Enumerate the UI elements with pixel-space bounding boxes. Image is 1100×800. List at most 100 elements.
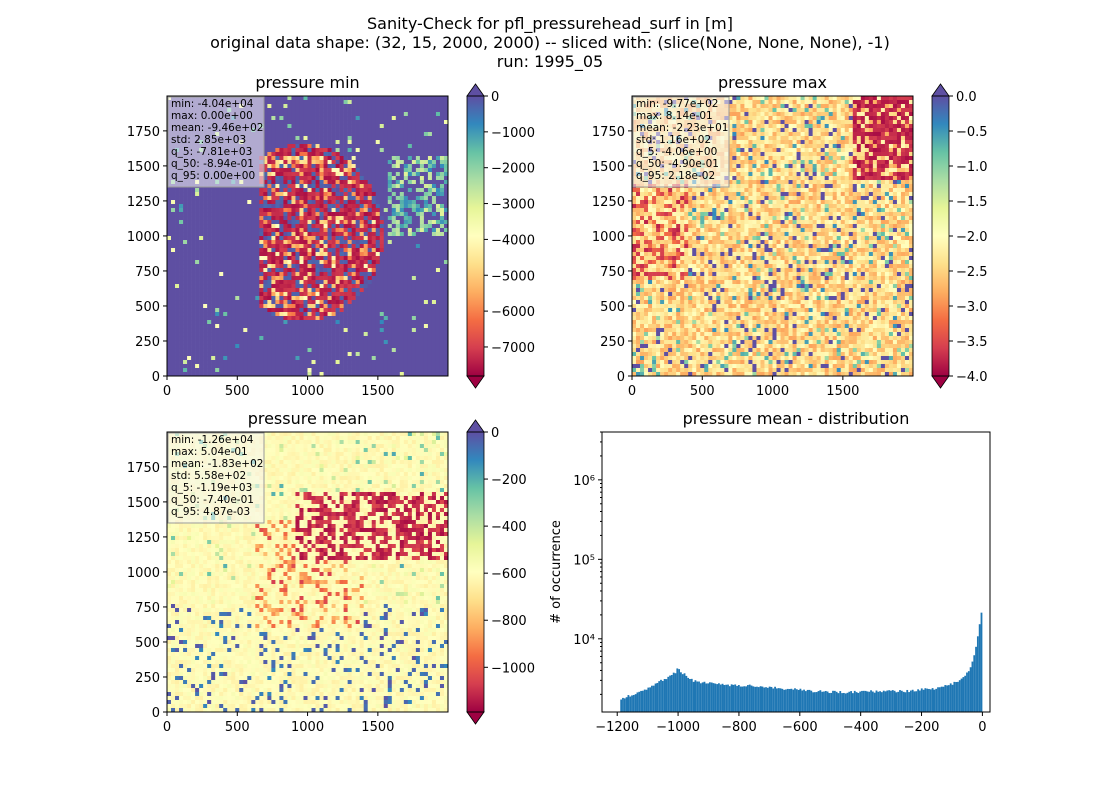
heatmap-cell	[367, 256, 373, 261]
heatmap-cell	[391, 280, 397, 285]
heatmap-cell	[351, 116, 356, 121]
heatmap-cell	[271, 264, 276, 269]
heatmap-cell	[179, 296, 184, 301]
heatmap-cell	[283, 336, 288, 341]
heatmap-cell	[203, 308, 208, 313]
heatmap-cell	[347, 308, 352, 313]
heatmap-cell	[427, 152, 433, 157]
heatmap-cell	[343, 140, 348, 145]
heatmap-cell	[279, 368, 284, 373]
heatmap-cell	[323, 328, 328, 333]
heatmap-cell	[407, 96, 413, 101]
heatmap-cell	[387, 348, 393, 353]
heatmap-cell	[263, 144, 268, 149]
heatmap-cell	[207, 276, 212, 281]
heatmap-cell	[355, 364, 360, 369]
heatmap-cell	[359, 204, 364, 209]
heatmap-cell	[251, 332, 256, 337]
heatmap-cell	[315, 160, 320, 165]
heatmap-cell	[291, 132, 296, 137]
heatmap-cell	[255, 212, 260, 217]
heatmap-cell	[315, 196, 320, 201]
heatmap-cell	[275, 120, 280, 125]
heatmap-cell	[395, 160, 401, 165]
heatmap-cell	[259, 252, 264, 257]
heatmap-cell	[383, 188, 389, 193]
heatmap-cell	[239, 208, 244, 213]
heatmap-cell	[203, 280, 208, 285]
heatmap-cell	[207, 204, 212, 209]
heatmap-cell	[311, 316, 316, 321]
heatmap-cell	[331, 364, 336, 369]
heatmap-cell	[263, 120, 268, 125]
heatmap-cell	[327, 184, 332, 189]
heatmap-cell	[207, 360, 212, 365]
heatmap-cell	[419, 296, 425, 301]
heatmap-cell	[267, 108, 272, 113]
heatmap-cell	[427, 288, 433, 293]
heatmap-cell	[259, 332, 264, 337]
heatmap-cell	[439, 192, 445, 197]
heatmap-cell	[283, 308, 288, 313]
heatmap-cell	[275, 240, 280, 245]
heatmap-cell	[367, 148, 373, 153]
heatmap-cell	[175, 320, 180, 325]
heatmap-cell	[399, 196, 405, 201]
heatmap-cell	[331, 120, 336, 125]
heatmap-cell	[391, 136, 397, 141]
heatmap-cell	[167, 192, 172, 197]
heatmap-cell	[363, 208, 369, 213]
heatmap-cell	[355, 328, 360, 333]
heatmap-cell	[387, 332, 393, 337]
heatmap-cell	[203, 372, 208, 376]
heatmap-cell	[315, 368, 320, 373]
heatmap-cell	[399, 172, 405, 177]
heatmap-cell	[395, 156, 401, 161]
heatmap-cell	[211, 320, 216, 325]
heatmap-cell	[307, 112, 312, 117]
heatmap-cell	[219, 340, 224, 345]
heatmap-cell	[411, 212, 417, 217]
heatmap-cell	[363, 160, 369, 165]
heatmap-cell	[347, 316, 352, 321]
heatmap-cell	[191, 364, 196, 369]
heatmap-cell	[355, 344, 360, 349]
heatmap-cell	[339, 316, 344, 321]
heatmap-cell	[367, 176, 373, 181]
heatmap-cell	[303, 248, 308, 253]
heatmap-cell	[211, 200, 216, 205]
heatmap-cell	[327, 292, 332, 297]
heatmap-cell	[207, 344, 212, 349]
heatmap-cell	[379, 204, 385, 209]
heatmap-cell	[267, 180, 272, 185]
heatmap-cell	[207, 264, 212, 269]
heatmap-cell	[303, 176, 308, 181]
heatmap-cell	[359, 248, 364, 253]
heatmap-cell	[375, 252, 381, 257]
heatmap-cell	[403, 176, 409, 181]
heatmap-cell	[267, 300, 272, 305]
heatmap-cell	[171, 212, 176, 217]
heatmap-cell	[431, 284, 437, 289]
heatmap-cell	[327, 204, 332, 209]
heatmap-cell	[387, 164, 393, 169]
heatmap-cell	[423, 124, 429, 129]
heatmap-cell	[287, 352, 292, 357]
heatmap-cell	[223, 336, 228, 341]
heatmap-cell	[203, 228, 208, 233]
heatmap-cell	[355, 348, 360, 353]
heatmap-cell	[427, 372, 433, 376]
heatmap-cell	[311, 300, 316, 305]
heatmap-cell	[291, 96, 296, 101]
heatmap-cell	[255, 316, 260, 321]
heatmap-cell	[375, 212, 381, 217]
heatmap-cell	[283, 184, 288, 189]
heatmap-cell	[215, 256, 220, 261]
heatmap-cell	[339, 192, 344, 197]
heatmap-cell	[295, 312, 300, 317]
heatmap-cell	[419, 308, 425, 313]
heatmap-cell	[259, 360, 264, 365]
heatmap-cell	[319, 220, 324, 225]
heatmap-cell	[439, 184, 445, 189]
